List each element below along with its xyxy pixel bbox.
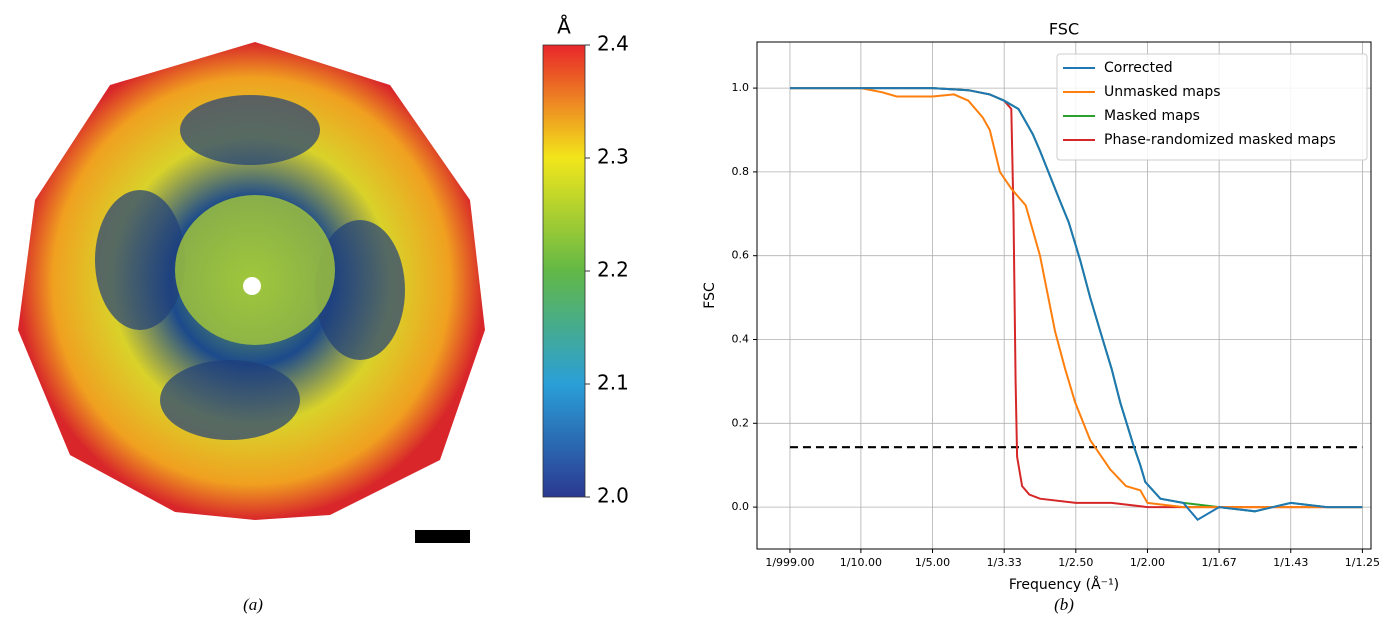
x-tick-label: 1/3.33 [987,556,1022,569]
x-tick-label: 1/2.00 [1130,556,1165,569]
y-tick-label: 0.2 [732,416,750,429]
x-tick-label: 1/1.43 [1273,556,1308,569]
y-tick-label: 0.4 [732,332,750,345]
fsc-line [790,87,1363,509]
legend-label: Masked maps [1104,108,1200,124]
y-axis-label: FSC [702,282,718,309]
tick-label: 2.4 [597,32,629,56]
x-tick-label: 1/1.67 [1202,556,1237,569]
chart-title: FSC [1049,20,1079,39]
tick-label: 2.0 [597,484,629,508]
x-tick-label: 1/10.00 [840,556,882,569]
legend-box [1056,53,1368,161]
colorbar-title: Å [557,15,571,39]
x-tick-label: 1/5.00 [915,556,950,569]
x-tick-label: 1/2.50 [1058,556,1093,569]
y-tick-label: 1.0 [732,81,750,94]
y-tick-label: 0.8 [732,165,750,178]
x-tick-label: 1/1.25 [1345,556,1380,569]
x-tick-label: 1/999.00 [765,556,814,569]
caption: (b) [1054,595,1074,614]
x-axis-label: Frequency (Å⁻¹) [1009,576,1119,593]
colorbar [542,44,586,498]
tick-label: 2.2 [597,258,629,282]
plot-frame [756,41,1372,550]
density-map [18,42,485,520]
legend-label: Unmasked maps [1104,84,1221,100]
legend-label: Corrected [1104,60,1173,76]
tick-label: 2.1 [597,371,629,395]
caption: (a) [243,595,263,614]
scale-bar [415,530,470,543]
y-tick-label: 0.0 [732,500,750,513]
y-tick-label: 0.6 [732,249,750,262]
fsc-line [790,87,1363,521]
legend-label: Phase-randomized masked maps [1104,132,1336,148]
tick-label: 2.3 [597,145,629,169]
